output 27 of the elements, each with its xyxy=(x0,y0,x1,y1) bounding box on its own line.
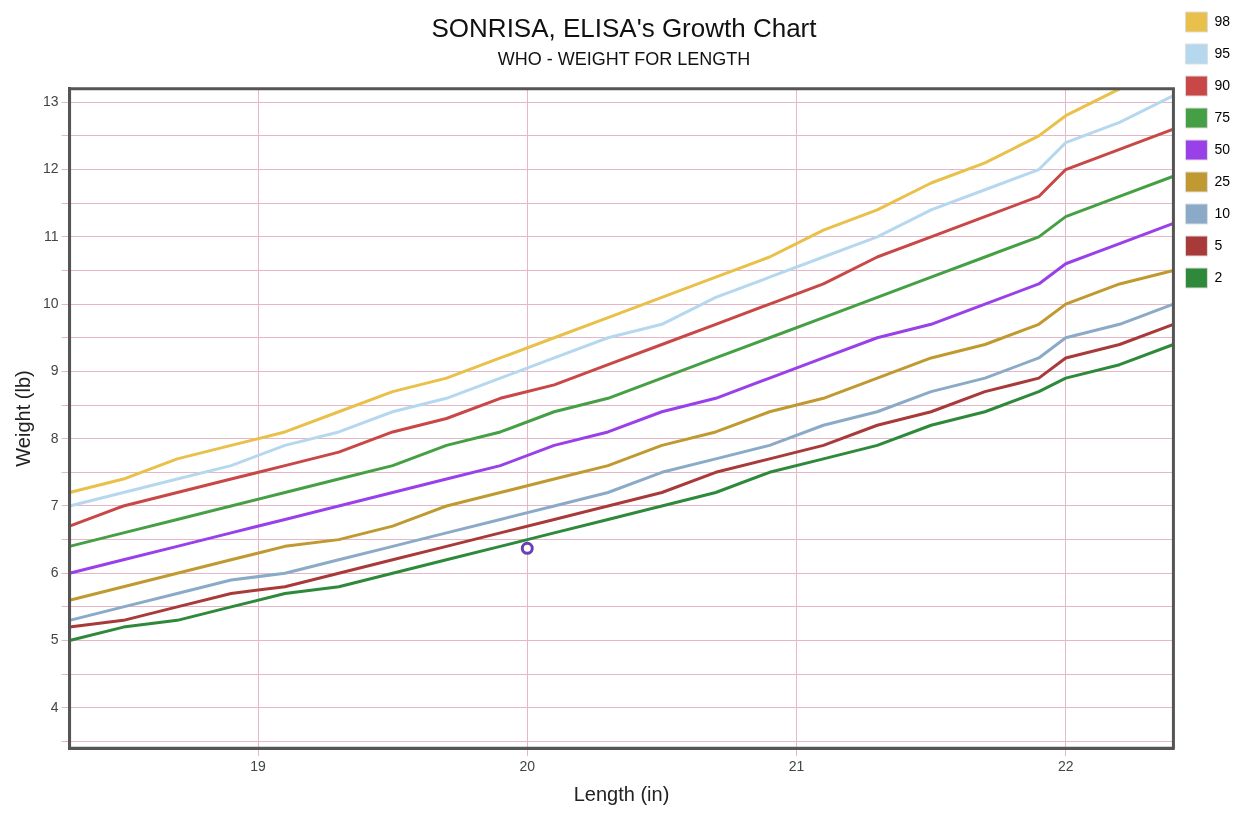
legend-label: 2 xyxy=(1214,268,1223,285)
y-tick-label: 4 xyxy=(50,698,59,715)
y-tick-label: 9 xyxy=(50,362,59,379)
x-tick-label: 21 xyxy=(788,758,805,775)
x-tick-label: 22 xyxy=(1057,758,1074,775)
legend-label: 50 xyxy=(1214,140,1231,157)
legend-label: 95 xyxy=(1214,44,1231,61)
chart-title: SONRISA, ELISA's Growth Chart xyxy=(431,12,818,43)
legend-label: 25 xyxy=(1214,172,1231,189)
y-tick-label: 11 xyxy=(44,227,59,244)
x-tick-label: 20 xyxy=(519,758,536,775)
legend-label: 10 xyxy=(1214,204,1231,221)
x-tick-label: 19 xyxy=(250,758,267,775)
legend-label: 75 xyxy=(1214,108,1231,125)
legend-label: 5 xyxy=(1214,236,1223,253)
y-tick-label: 13 xyxy=(42,93,59,110)
legend-label: 98 xyxy=(1214,12,1231,29)
legend-label: 90 xyxy=(1214,76,1231,93)
chart-subtitle: WHO - WEIGHT FOR LENGTH xyxy=(497,48,751,69)
y-tick-label: 8 xyxy=(50,429,59,446)
y-axis-title: Weight (lb) xyxy=(11,370,34,467)
y-tick-label: 12 xyxy=(42,160,59,177)
x-axis-title: Length (in) xyxy=(573,782,670,805)
y-tick-label: 7 xyxy=(50,496,59,513)
y-tick-label: 6 xyxy=(50,564,59,581)
y-tick-label: 5 xyxy=(50,631,59,648)
y-tick-label: 10 xyxy=(42,294,59,311)
